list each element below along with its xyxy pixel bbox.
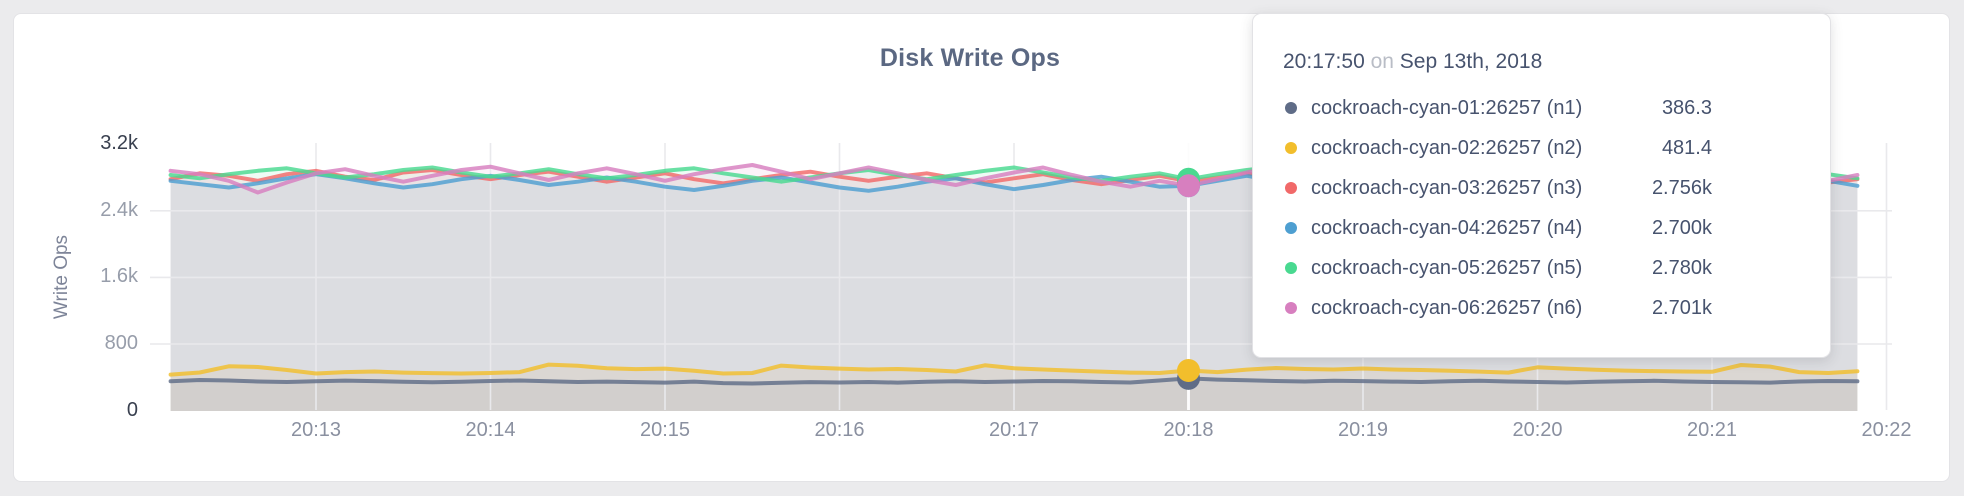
tooltip-series-row: cockroach-cyan-06:26257 (n6) 2.701k xyxy=(1283,288,1712,328)
tooltip-series-value: 2.700k xyxy=(1651,216,1712,239)
x-tick-label: 20:16 xyxy=(814,419,865,441)
tooltip-series-row: cockroach-cyan-01:26257 (n1) 386.3 xyxy=(1283,88,1712,128)
tooltip-series-name: cockroach-cyan-03:26257 (n3) xyxy=(1311,176,1583,199)
tooltip-series-value: 2.780k xyxy=(1651,256,1712,279)
tooltip-timestamp: 20:17:50 on Sep 13th, 2018 xyxy=(1283,50,1800,74)
series-color-dot-icon xyxy=(1285,302,1297,314)
x-tick-label: 20:17 xyxy=(988,419,1040,441)
chart-title: Disk Write Ops xyxy=(879,44,1061,72)
tooltip-time: 20:17:50 xyxy=(1283,50,1365,73)
x-tick-label: 20:13 xyxy=(290,419,342,441)
chart-tooltip: 20:17:50 on Sep 13th, 2018 cockroach-cya… xyxy=(1252,13,1831,358)
y-tick-label: 0 xyxy=(126,398,138,421)
tooltip-series-row: cockroach-cyan-04:26257 (n4) 2.700k xyxy=(1283,208,1712,248)
series-line xyxy=(168,376,1860,386)
series-color-dot-icon xyxy=(1285,142,1297,154)
y-tick-label: 800 xyxy=(104,332,138,354)
x-tick-label: 20:19 xyxy=(1337,419,1389,441)
tooltip-date: Sep 13th, 2018 xyxy=(1399,50,1543,73)
tooltip-series-name: cockroach-cyan-06:26257 (n6) xyxy=(1311,296,1583,319)
hover-point xyxy=(1177,359,1201,382)
y-tick-label: 1.6k xyxy=(100,265,138,288)
x-tick-label: 20:20 xyxy=(1512,419,1563,441)
x-tick-label: 20:22 xyxy=(1861,419,1912,441)
y-tick-label: 2.4k xyxy=(100,198,138,221)
x-tick-label: 20:15 xyxy=(639,419,691,441)
tooltip-separator: on xyxy=(1370,50,1394,73)
tooltip-series-value: 481.4 xyxy=(1661,136,1712,159)
tooltip-series-row: cockroach-cyan-03:26257 (n3) 2.756k xyxy=(1283,168,1712,208)
tooltip-series-row: cockroach-cyan-02:26257 (n2) 481.4 xyxy=(1283,128,1712,168)
hover-point xyxy=(1177,174,1201,198)
tooltip-series-name: cockroach-cyan-04:26257 (n4) xyxy=(1311,216,1583,239)
tooltip-series-name: cockroach-cyan-05:26257 (n5) xyxy=(1311,256,1583,279)
series-line xyxy=(168,362,1860,377)
tooltip-series-value: 2.701k xyxy=(1651,296,1712,319)
tooltip-series-name: cockroach-cyan-01:26257 (n1) xyxy=(1311,96,1583,119)
tooltip-series-name: cockroach-cyan-02:26257 (n2) xyxy=(1311,136,1583,159)
series-color-dot-icon xyxy=(1285,102,1297,114)
y-tick-label: 3.2k xyxy=(100,132,138,155)
x-tick-label: 20:21 xyxy=(1686,419,1738,441)
tooltip-series-list: cockroach-cyan-01:26257 (n1) 386.3 cockroa… xyxy=(1283,88,1800,328)
tooltip-series-value: 2.756k xyxy=(1651,176,1712,199)
tooltip-series-value: 386.3 xyxy=(1661,96,1712,119)
series-color-dot-icon xyxy=(1285,222,1297,234)
x-tick-label: 20:18 xyxy=(1163,419,1214,441)
series-color-dot-icon xyxy=(1285,182,1297,194)
series-color-dot-icon xyxy=(1285,262,1297,274)
tooltip-series-row: cockroach-cyan-05:26257 (n5) 2.780k xyxy=(1283,248,1712,288)
x-tick-label: 20:14 xyxy=(465,419,516,441)
